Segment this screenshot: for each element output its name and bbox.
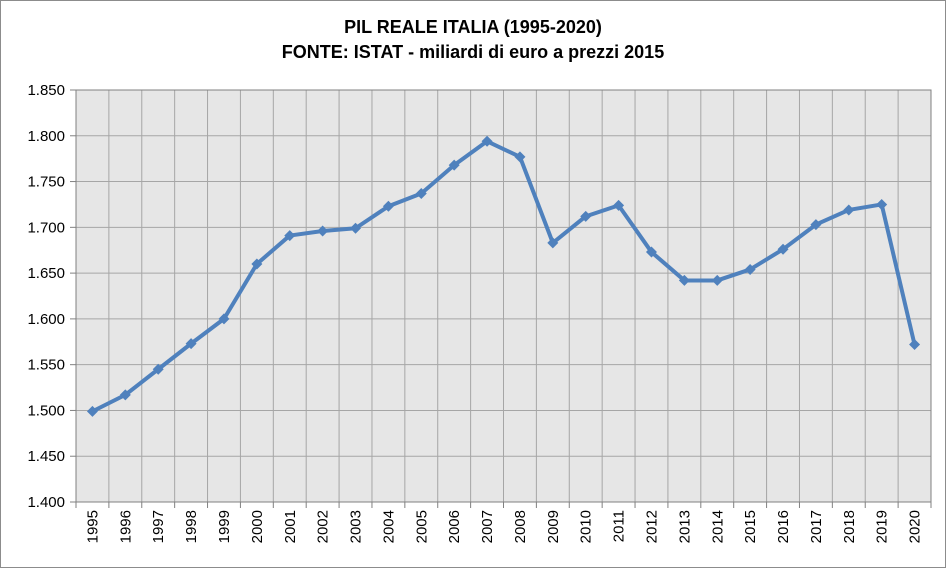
y-tick-label: 1.650 — [27, 265, 65, 282]
x-tick-label: 2002 — [315, 510, 332, 543]
data-point-marker — [876, 198, 888, 210]
data-point-marker — [284, 230, 296, 242]
x-tick-label: 2015 — [742, 510, 759, 543]
y-tick-label: 1.400 — [27, 494, 65, 511]
y-tick-label: 1.750 — [27, 174, 65, 191]
data-point-marker — [514, 151, 526, 163]
x-tick-label: 2012 — [643, 510, 660, 543]
x-tick-label: 1998 — [183, 510, 200, 543]
y-tick-label: 1.800 — [27, 128, 65, 145]
x-tick-label: 2003 — [348, 510, 365, 543]
x-tick-label: 1999 — [216, 510, 233, 543]
data-point-marker — [119, 389, 131, 401]
series-line-path — [90, 139, 917, 414]
data-point-marker — [678, 274, 690, 286]
x-tick-label: 2010 — [578, 510, 595, 543]
x-tick-label: 2017 — [808, 510, 825, 543]
vertical-gridlines — [108, 90, 899, 502]
x-tick-label: 2011 — [611, 510, 628, 542]
y-tick-label: 1.600 — [27, 311, 65, 328]
data-point-marker — [415, 187, 427, 199]
y-tick-label: 1.500 — [27, 402, 65, 419]
x-axis: 1995 1996 1997 1998 1999 2000 2001 2002 2003 2004… — [75, 502, 932, 543]
data-point-marker — [317, 225, 329, 237]
data-point-marker — [547, 237, 559, 249]
x-tick-label: 2006 — [446, 510, 463, 543]
x-tick-label: 2016 — [775, 510, 792, 543]
x-tick-label: 2018 — [841, 510, 858, 543]
series-line — [90, 139, 917, 414]
x-tick-label: 2005 — [413, 510, 430, 543]
data-point-marker — [251, 258, 263, 270]
x-tick-label: 2004 — [380, 510, 397, 543]
data-point-marker — [810, 219, 822, 231]
x-tick-label: 2007 — [479, 510, 496, 543]
horizontal-gridlines — [76, 135, 931, 457]
data-point-marker — [350, 222, 362, 234]
x-tick-label: 2019 — [874, 510, 891, 543]
data-point-marker — [86, 405, 98, 417]
x-tick-label: 1996 — [117, 510, 134, 543]
chart-title: PIL REALE ITALIA (1995-2020) FONTE: ISTA… — [1, 15, 945, 65]
y-axis: 1.400 1.450 1.500 1.550 1.600 1.650 1.700 1.750… — [27, 82, 76, 511]
data-point-marker — [382, 200, 394, 212]
chart-title-line-1: PIL REALE ITALIA (1995-2020) — [344, 17, 602, 37]
data-point-marker — [843, 204, 855, 216]
data-point-marker — [909, 339, 921, 351]
x-tick-label: 2014 — [709, 510, 726, 543]
y-tick-label: 1.550 — [27, 357, 65, 374]
data-point-marker — [152, 363, 164, 375]
data-point-marker — [185, 338, 197, 350]
data-point-marker — [580, 210, 592, 222]
data-point-marker — [744, 263, 756, 275]
x-tick-label: 2013 — [676, 510, 693, 543]
data-point-marker — [218, 313, 230, 325]
data-point-marker — [777, 243, 789, 255]
data-point-marker — [645, 246, 657, 258]
data-point-marker — [711, 274, 723, 286]
data-point-marker — [613, 199, 625, 211]
chart-title-line-2: FONTE: ISTAT - miliardi di euro a prezzi… — [281, 42, 665, 62]
series-markers — [86, 135, 921, 417]
y-tick-label: 1.450 — [27, 448, 65, 465]
x-tick-label: 1995 — [84, 510, 101, 543]
x-tick-label: 2020 — [907, 510, 924, 543]
x-tick-label: 2009 — [545, 510, 562, 543]
x-tick-label: 2000 — [249, 510, 266, 543]
y-tick-label: 1.700 — [27, 219, 65, 236]
y-tick-label: 1.850 — [27, 82, 65, 99]
x-tick-label: 2008 — [512, 510, 529, 543]
data-point-marker — [481, 135, 493, 147]
x-tick-label: 1997 — [150, 510, 167, 543]
data-point-marker — [448, 159, 460, 171]
x-tick-label: 2001 — [282, 510, 299, 543]
